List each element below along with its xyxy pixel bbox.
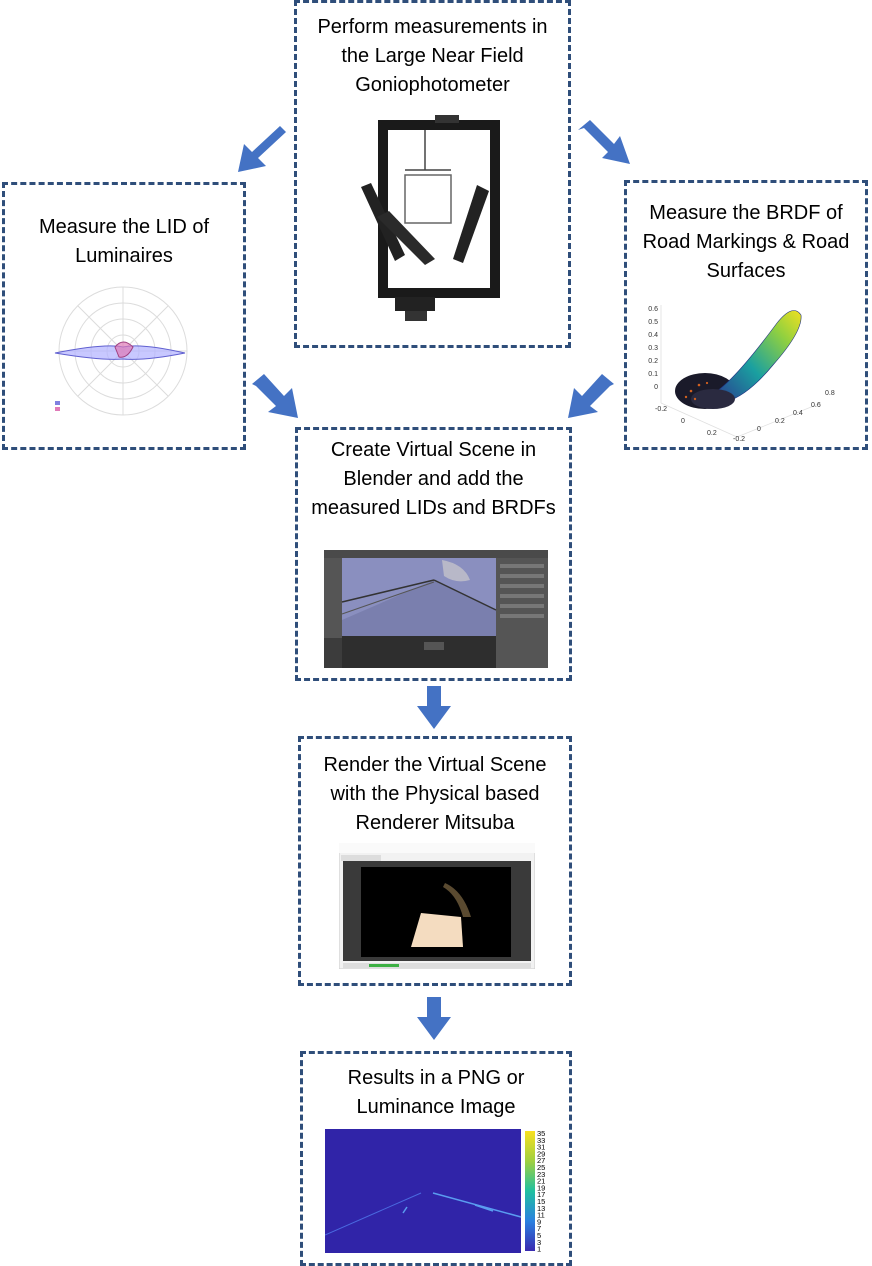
brdf-y-tick: 0.2 bbox=[707, 430, 717, 437]
lid-box: Measure the LID of Luminaires bbox=[2, 182, 246, 450]
brdf-y-tick: -0.2 bbox=[655, 406, 667, 413]
brdf-z-tick: 0.6 bbox=[648, 306, 658, 313]
colorbar-tick: 11 bbox=[537, 1211, 545, 1220]
goniophotometer-box: Perform measurements in the Large Near F… bbox=[294, 0, 571, 348]
mitsuba-screenshot bbox=[339, 843, 535, 969]
colorbar-tick: 7 bbox=[537, 1224, 541, 1233]
results-label: Results in a PNG or Luminance Image bbox=[347, 1067, 525, 1118]
brdf-z-tick: 0 bbox=[654, 384, 658, 391]
colorbar-tick: 9 bbox=[537, 1217, 541, 1226]
lid-polar-plot bbox=[54, 286, 188, 416]
goniophotometer-image bbox=[361, 115, 500, 321]
goniophotometer-label: Perform measurements in the Large Near F… bbox=[317, 16, 548, 96]
arrow-brdf-to-blender-icon bbox=[568, 374, 614, 418]
brdf-x-tick: 0.4 bbox=[793, 410, 803, 417]
colorbar-tick: 35 bbox=[537, 1129, 545, 1138]
colorbar-tick: 3 bbox=[537, 1238, 541, 1247]
brdf-z-tick: 0.5 bbox=[648, 319, 658, 326]
colorbar-tick: 23 bbox=[537, 1170, 545, 1179]
colorbar-tick: 13 bbox=[537, 1204, 545, 1213]
results-box: Results in a PNG or Luminance Image 35 3… bbox=[300, 1051, 572, 1266]
luminance-image: 35 33 31 29 27 25 23 21 19 17 15 13 11 9… bbox=[325, 1129, 545, 1254]
brdf-y-tick: 0 bbox=[681, 418, 685, 425]
mitsuba-box: Render the Virtual Scene with the Physic… bbox=[298, 736, 572, 986]
brdf-z-tick: 0.2 bbox=[648, 358, 658, 365]
colorbar-tick: 1 bbox=[537, 1245, 541, 1254]
colorbar-tick: 15 bbox=[537, 1197, 545, 1206]
mitsuba-label: Render the Virtual Scene with the Physic… bbox=[323, 754, 547, 834]
brdf-x-tick: 0.6 bbox=[811, 402, 821, 409]
arrow-lid-to-blender-icon bbox=[252, 374, 298, 418]
blender-box: Create Virtual Scene in Blender and add … bbox=[295, 427, 572, 681]
lid-label: Measure the LID of Luminaires bbox=[38, 216, 210, 267]
brdf-x-tick: -0.2 bbox=[733, 436, 745, 443]
brdf-x-tick: 0.8 bbox=[825, 390, 835, 397]
colorbar-tick: 33 bbox=[537, 1136, 545, 1145]
colorbar-tick: 29 bbox=[537, 1149, 545, 1158]
colorbar-ticks: 35 33 31 29 27 25 23 21 19 17 15 13 11 9… bbox=[537, 1129, 545, 1254]
brdf-label: Measure the BRDF of Road Markings & Road… bbox=[642, 202, 850, 282]
colorbar-tick: 27 bbox=[537, 1156, 545, 1165]
arrow-blender-to-mitsuba-icon bbox=[417, 686, 451, 729]
colorbar-tick: 17 bbox=[537, 1190, 545, 1199]
arrow-to-brdf-icon bbox=[578, 120, 630, 164]
colorbar-tick: 25 bbox=[537, 1163, 545, 1172]
brdf-box: Measure the BRDF of Road Markings & Road… bbox=[624, 180, 868, 450]
colorbar-tick: 19 bbox=[537, 1183, 545, 1192]
brdf-3d-plot: 0.6 0.5 0.4 0.3 0.2 0.1 0 0.8 0.6 0.4 0.… bbox=[648, 305, 835, 443]
colorbar-tick: 21 bbox=[537, 1177, 545, 1186]
blender-screenshot bbox=[324, 550, 548, 668]
brdf-z-tick: 0.4 bbox=[648, 332, 658, 339]
brdf-x-tick: 0 bbox=[757, 426, 761, 433]
brdf-z-tick: 0.3 bbox=[648, 345, 658, 352]
colorbar-tick: 5 bbox=[537, 1231, 541, 1240]
brdf-z-tick: 0.1 bbox=[648, 371, 658, 378]
arrow-mitsuba-to-results-icon bbox=[417, 997, 451, 1040]
colorbar-tick: 31 bbox=[537, 1143, 545, 1152]
arrow-to-lid-icon bbox=[238, 126, 292, 172]
brdf-x-tick: 0.2 bbox=[775, 418, 785, 425]
blender-label: Create Virtual Scene in Blender and add … bbox=[311, 439, 556, 519]
